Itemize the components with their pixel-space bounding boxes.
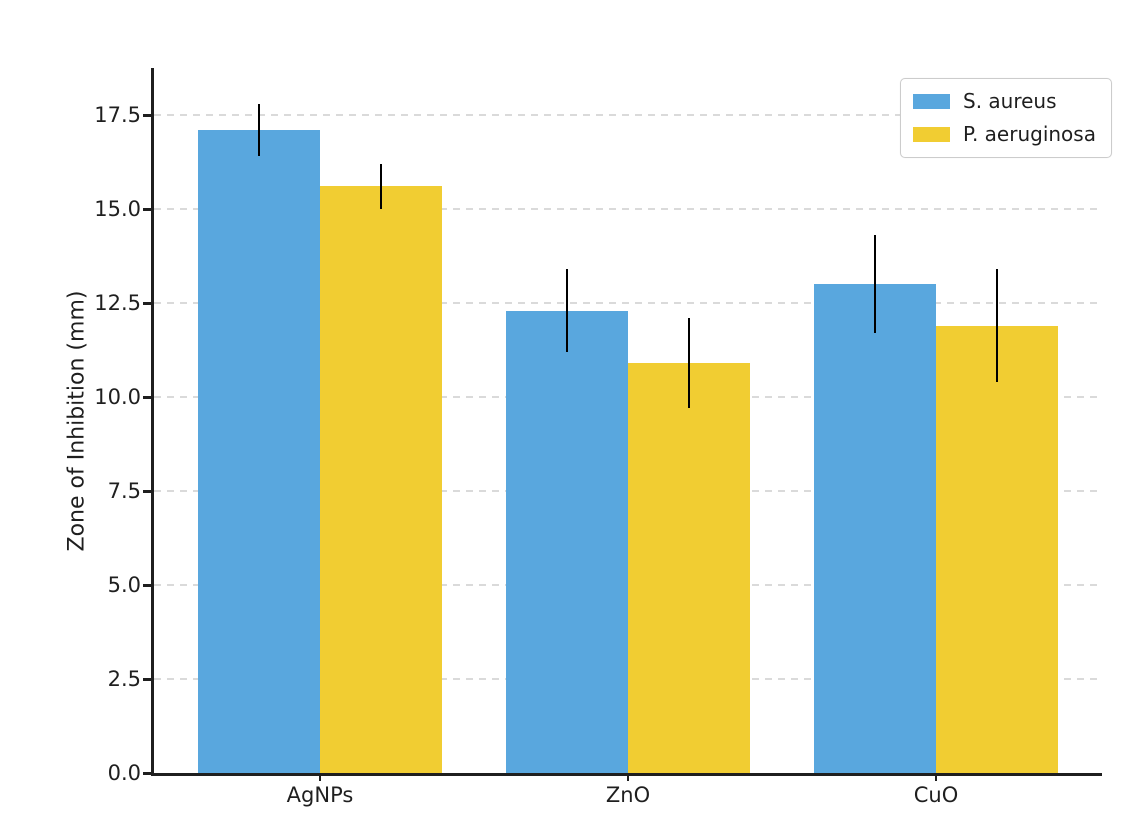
error-bar [257, 103, 261, 157]
y-tick-mark [143, 114, 153, 117]
bar-s-aureus-agnps [198, 130, 320, 773]
y-tick-mark [143, 208, 153, 211]
error-bar [379, 163, 383, 209]
y-tick-label: 17.5 [94, 103, 141, 127]
y-tick-label: 0.0 [107, 761, 141, 785]
x-tick-label-agnps: AgNPs [286, 783, 354, 807]
y-tick-mark [143, 302, 153, 305]
x-axis-spine [151, 773, 1102, 776]
x-tick-mark [934, 774, 938, 781]
gridline [154, 114, 1102, 116]
bar-s-aureus-cuo [814, 284, 936, 773]
y-tick-label: 10.0 [94, 385, 141, 409]
y-tick-label: 2.5 [107, 667, 141, 691]
y-tick-label: 15.0 [94, 197, 141, 221]
legend-item: P. aeruginosa [913, 122, 1096, 146]
gridline [154, 208, 1102, 210]
y-tick-mark [143, 584, 153, 587]
error-bar [565, 269, 569, 352]
x-tick-mark [626, 774, 630, 781]
x-tick-label-zno: ZnO [605, 783, 651, 807]
bar-p-aeruginosa-zno [628, 363, 750, 773]
y-tick-label: 12.5 [94, 291, 141, 315]
legend-swatch-icon [913, 93, 950, 109]
y-tick-mark [143, 772, 153, 775]
x-tick-label-cuo: CuO [913, 783, 959, 807]
legend-label: S. aureus [963, 89, 1057, 113]
legend-item: S. aureus [913, 89, 1096, 113]
legend-label: P. aeruginosa [963, 122, 1096, 146]
x-tick-mark [318, 774, 322, 781]
y-tick-mark [143, 396, 153, 399]
error-bar [687, 318, 691, 409]
bar-s-aureus-zno [506, 310, 628, 773]
y-axis-title: Zone of Inhibition (mm) [64, 290, 90, 551]
y-axis-spine [151, 68, 154, 776]
y-tick-label: 5.0 [107, 573, 141, 597]
gridline [154, 302, 1102, 304]
y-tick-mark [143, 678, 153, 681]
y-tick-label: 7.5 [107, 479, 141, 503]
bar-p-aeruginosa-cuo [936, 325, 1058, 773]
error-bar [995, 269, 999, 382]
y-tick-mark [143, 490, 153, 493]
error-bar [873, 235, 877, 334]
plot-area: 0.0 2.5 5.0 7.5 10.0 12.5 15.0 17.5 AgNPs ZnO CuO [94, 68, 1102, 807]
bar-p-aeruginosa-agnps [320, 186, 442, 773]
legend-swatch-icon [913, 126, 950, 142]
legend: S. aureus P. aeruginosa [900, 78, 1112, 158]
